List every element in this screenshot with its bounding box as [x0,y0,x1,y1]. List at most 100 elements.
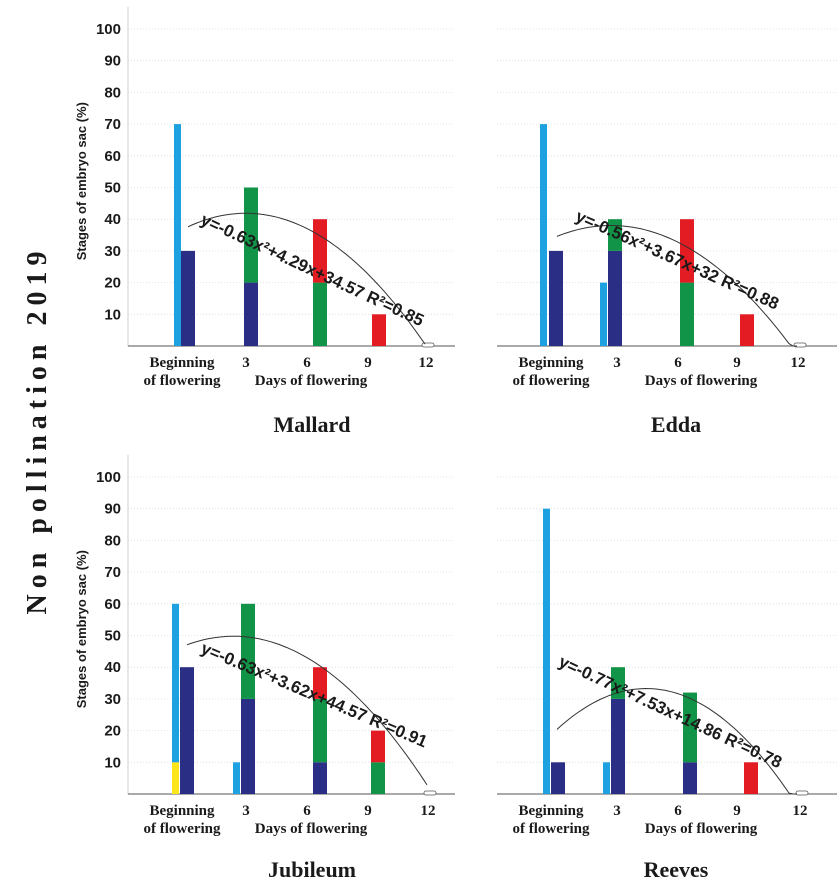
bar-segment [241,698,255,794]
x-tick-label: Beginning [518,355,584,371]
end-marker [421,342,435,348]
side-title: Non pollination 2019 [22,246,53,615]
y-tick-label: 80 [104,84,121,101]
x-tick-label: Beginning [518,803,584,819]
trend-equation: y=-0.77x²+7.53x+14.86 R²=0.78 [556,652,785,772]
bar-segment [608,219,622,251]
trend-curve [556,225,797,347]
trend-curve [556,687,797,795]
trend-curve [186,635,428,786]
bar-segment [683,762,697,794]
bar-segment [313,762,327,794]
x-tick-label: 6 [303,355,311,371]
x-tick-label: 6 [674,803,682,819]
x-axis-label: Days of flowering [255,373,368,389]
x-tick-label: 12 [793,803,808,819]
y-tick-label: 40 [104,659,121,676]
bar-segment [244,187,258,283]
bar-segment [172,603,179,763]
bar-segment [313,667,327,699]
bar-segment [611,667,625,699]
y-axis-label: Stages of embryo sac (%) [74,550,89,708]
bar-segment [233,762,240,794]
bar-segment [174,124,181,346]
y-tick-label: 60 [104,148,121,165]
y-tick-label: 10 [104,306,121,323]
x-tick-label: of flowering [143,373,221,389]
y-tick-label: 20 [104,275,121,292]
y-tick-label: 90 [104,501,121,518]
bar-segment [172,762,179,794]
bar-segment [241,603,255,699]
chart-panel-reeves: Beginning of flowering 3 6 9 12 Days of flower… [497,476,837,882]
bar-segment [180,667,194,794]
end-marker [795,790,809,796]
x-tick-label: 6 [674,355,682,371]
x-axis-label: Days of flowering [645,373,758,389]
x-axis-label: Days of flowering [645,821,758,837]
y-tick-label: 30 [104,691,121,708]
bar-segment [313,219,327,283]
bar-segment [683,692,697,763]
y-tick-label: 10 [104,754,121,771]
chart-title: Mallard [274,412,351,437]
x-tick-label: of flowering [512,821,590,837]
y-tick-label: 90 [104,53,121,70]
bar-segment [744,762,758,794]
bar-segment [740,314,754,346]
bar-segment [372,314,386,346]
y-tick-label: 40 [104,211,121,228]
bar-segment [680,282,694,346]
x-axis-label: Days of flowering [255,821,368,837]
bar-segment [313,282,327,346]
bar-segment [313,698,327,763]
x-tick-label: 3 [613,803,621,819]
bar-segment [600,282,607,346]
bar-segment [608,250,622,346]
trend-curve [187,212,426,345]
x-tick-label: 3 [242,803,250,819]
y-tick-label: 70 [104,564,121,581]
bar-segment [551,762,565,794]
x-tick-label: 9 [733,803,741,819]
x-tick-label: 9 [364,355,372,371]
end-marker [423,790,437,796]
chart-panel-edda: Beginning of flowering 3 6 9 12 Days of flower… [497,28,837,437]
y-tick-label: 60 [104,596,121,613]
x-tick-label: 12 [791,355,806,371]
y-tick-label: 80 [104,532,121,549]
x-tick-label: of flowering [143,821,221,837]
x-tick-label: Beginning [149,355,215,371]
x-tick-label: Beginning [149,803,215,819]
chart-panel-jubileum: 10 20 30 40 50 60 70 80 90 100 Stages of embryo sa… [74,454,455,882]
bar-segment [603,762,610,794]
x-tick-label: 3 [242,355,250,371]
bar-segment [543,508,550,794]
trend-equation: y=-0.63x²+4.29x+34.57 R²=0.85 [198,210,427,330]
x-tick-label: 6 [303,803,311,819]
bar-segment [611,698,625,794]
y-axis-label: Stages of embryo sac (%) [74,102,89,260]
y-tick-label: 100 [96,469,121,486]
bar-segment [371,762,385,794]
x-tick-label: of flowering [512,373,590,389]
x-tick-label: 9 [733,355,741,371]
bar-segment [540,124,547,346]
y-tick-label: 100 [96,21,121,38]
y-tick-label: 50 [104,180,121,197]
bar-segment [181,250,195,346]
bar-segment [371,730,385,763]
y-tick-label: 20 [104,723,121,740]
bar-segment [244,282,258,346]
chart-title: Jubileum [268,857,356,882]
chart-panel-mallard: 10 20 30 40 50 60 70 80 90 100 Stages of embryo sa… [74,6,455,437]
y-tick-label: 50 [104,628,121,645]
x-tick-label: 9 [364,803,372,819]
x-tick-label: 12 [421,803,436,819]
chart-title: Edda [651,412,701,437]
y-tick-label: 30 [104,243,121,260]
y-tick-label: 70 [104,116,121,133]
x-tick-label: 12 [419,355,434,371]
x-tick-label: 3 [613,355,621,371]
